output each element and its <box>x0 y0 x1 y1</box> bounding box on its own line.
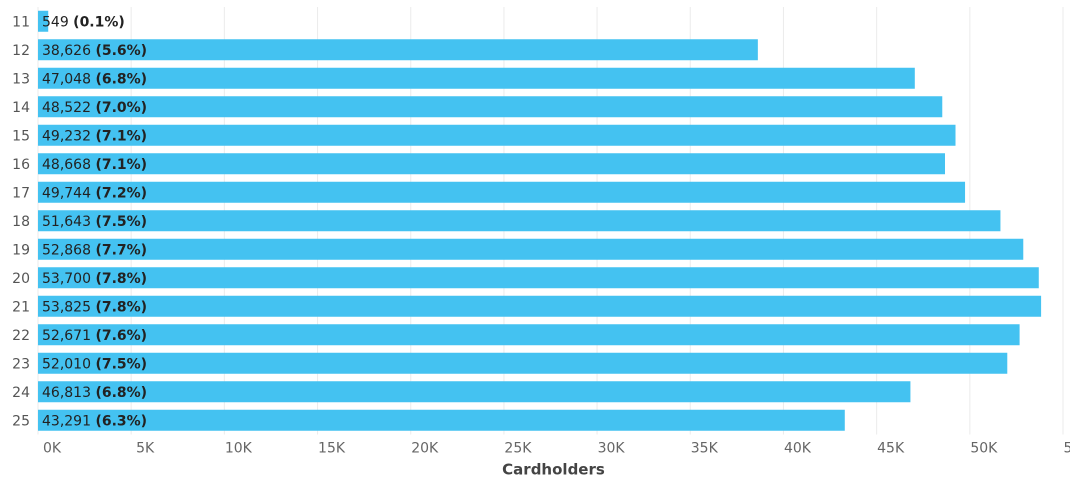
data-labels: 549 (0.1%)38,626 (5.6%)47,048 (6.8%)48,5… <box>42 14 147 429</box>
data-label-21: 53,825 (7.8%) <box>42 299 147 315</box>
data-label-15: 49,232 (7.1%) <box>42 128 147 144</box>
data-percent-12: (5.6%) <box>95 43 147 59</box>
data-label-14: 48,522 (7.0%) <box>42 100 147 116</box>
data-label-23: 52,010 (7.5%) <box>42 356 147 372</box>
category-label-25: 25 <box>12 413 30 429</box>
category-label-23: 23 <box>12 356 30 372</box>
bar-25 <box>38 409 845 431</box>
category-label-19: 19 <box>12 242 30 258</box>
bar-14 <box>38 96 943 118</box>
category-label-12: 12 <box>12 43 30 59</box>
x-tick-label-25K: 25K <box>504 441 532 457</box>
category-label-15: 15 <box>12 128 30 144</box>
category-label-24: 24 <box>12 385 30 401</box>
data-label-18: 51,643 (7.5%) <box>42 214 147 230</box>
data-value-19: 52,868 <box>42 242 95 258</box>
data-percent-23: (7.5%) <box>95 356 147 372</box>
data-value-21: 53,825 <box>42 299 95 315</box>
data-value-20: 53,700 <box>42 271 95 287</box>
category-label-13: 13 <box>12 71 30 87</box>
data-percent-24: (6.8%) <box>95 385 147 401</box>
data-percent-16: (7.1%) <box>95 157 147 173</box>
data-percent-15: (7.1%) <box>95 128 147 144</box>
data-percent-25: (6.3%) <box>95 413 147 429</box>
data-percent-20: (7.8%) <box>95 271 147 287</box>
data-value-23: 52,010 <box>42 356 95 372</box>
bar-22 <box>38 324 1020 346</box>
data-percent-22: (7.6%) <box>95 328 147 344</box>
bar-21 <box>38 295 1042 317</box>
data-percent-21: (7.8%) <box>95 299 147 315</box>
bar-12 <box>38 39 758 61</box>
x-tick-label-5K: 5K <box>136 441 155 457</box>
x-tick-label-40K: 40K <box>784 441 812 457</box>
data-label-19: 52,868 (7.7%) <box>42 242 147 258</box>
category-label-21: 21 <box>12 299 30 315</box>
x-tick-label-20K: 20K <box>411 441 439 457</box>
data-percent-13: (6.8%) <box>95 71 147 87</box>
x-tick-label-50K: 50K <box>970 441 998 457</box>
x-tick-label-35K: 35K <box>691 441 719 457</box>
data-label-25: 43,291 (6.3%) <box>42 413 147 429</box>
category-label-22: 22 <box>12 328 30 344</box>
data-percent-11: (0.1%) <box>73 14 125 30</box>
data-percent-14: (7.0%) <box>95 100 147 116</box>
category-label-17: 17 <box>12 185 30 201</box>
data-label-20: 53,700 (7.8%) <box>42 271 147 287</box>
data-label-11: 549 (0.1%) <box>42 14 125 30</box>
bar-19 <box>38 238 1024 260</box>
data-percent-17: (7.2%) <box>95 185 147 201</box>
data-value-17: 49,744 <box>42 185 95 201</box>
data-value-13: 47,048 <box>42 71 95 87</box>
data-value-16: 48,668 <box>42 157 95 173</box>
x-axis-ticks: 0K 5K 10K 15K 20K 25K 30K 35K 40K 45K 50K 55K <box>43 441 1070 457</box>
data-label-16: 48,668 (7.1%) <box>42 157 147 173</box>
bar-11 <box>38 10 49 32</box>
data-percent-19: (7.7%) <box>95 242 147 258</box>
bar-15 <box>38 124 956 146</box>
data-value-22: 52,671 <box>42 328 95 344</box>
category-label-14: 14 <box>12 100 30 116</box>
data-label-22: 52,671 (7.6%) <box>42 328 147 344</box>
category-label-16: 16 <box>12 157 30 173</box>
bar-20 <box>38 267 1039 289</box>
category-labels: 11 12 13 14 15 16 17 18 19 20 21 22 23 24 25 <box>12 14 30 429</box>
data-value-12: 38,626 <box>42 43 95 59</box>
x-tick-label-45K: 45K <box>877 441 905 457</box>
data-percent-18: (7.5%) <box>95 214 147 230</box>
data-value-18: 51,643 <box>42 214 95 230</box>
bar-17 <box>38 181 966 203</box>
bar-16 <box>38 153 945 175</box>
x-tick-label-15K: 15K <box>318 441 346 457</box>
data-label-24: 46,813 (6.8%) <box>42 385 147 401</box>
data-label-13: 47,048 (6.8%) <box>42 71 147 87</box>
x-axis-title: Cardholders <box>502 461 605 479</box>
category-label-20: 20 <box>12 271 30 287</box>
bar-24 <box>38 381 911 403</box>
bar-13 <box>38 67 915 89</box>
data-value-24: 46,813 <box>42 385 95 401</box>
category-label-11: 11 <box>12 14 30 30</box>
data-value-11: 549 <box>42 14 73 30</box>
category-label-18: 18 <box>12 214 30 230</box>
data-value-15: 49,232 <box>42 128 95 144</box>
data-label-17: 49,744 (7.2%) <box>42 185 147 201</box>
data-value-25: 43,291 <box>42 413 95 429</box>
x-tick-label-55K: 55K <box>1064 441 1070 457</box>
x-tick-label-10K: 10K <box>225 441 253 457</box>
x-tick-label-30K: 30K <box>598 441 626 457</box>
bars <box>38 10 1042 431</box>
data-value-14: 48,522 <box>42 100 95 116</box>
x-tick-label-0K: 0K <box>43 441 62 457</box>
bar-23 <box>38 352 1008 374</box>
bar-18 <box>38 210 1001 232</box>
data-label-12: 38,626 (5.6%) <box>42 43 147 59</box>
